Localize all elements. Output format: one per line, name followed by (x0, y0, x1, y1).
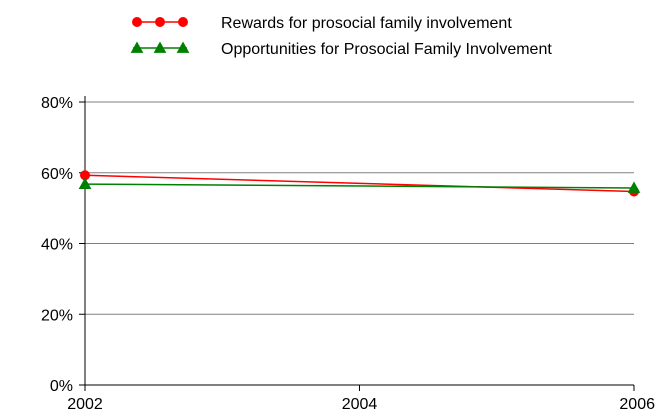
y-tick-label: 40% (41, 237, 73, 254)
legend-marker (156, 18, 165, 27)
y-tick-label: 80% (41, 95, 73, 112)
y-tick-label: 60% (41, 166, 73, 183)
series-group (80, 171, 640, 196)
x-tick-label: 2006 (619, 396, 655, 413)
y-tick-label: 20% (41, 307, 73, 324)
legend-marker (179, 18, 188, 27)
legend-label: Rewards for prosocial family involvement (221, 15, 512, 32)
x-tick-label: 2004 (342, 396, 378, 413)
x-axis-tick-labels: 2002 2004 2006 (67, 396, 655, 413)
series-line (85, 175, 634, 191)
series-2 (80, 179, 640, 193)
series-1 (81, 171, 639, 196)
y-axis-tick-labels: 0% 20% 40% 60% 80% (41, 95, 73, 395)
legend-item: Opportunities for Prosocial Family Invol… (132, 41, 553, 58)
legend: Rewards for prosocial family involvement… (132, 15, 553, 58)
legend-marker (133, 18, 142, 27)
y-tick-label: 0% (50, 378, 73, 395)
series-line (85, 184, 634, 188)
x-tick-label: 2002 (67, 396, 103, 413)
legend-label: Opportunities for Prosocial Family Invol… (221, 41, 552, 58)
gridlines (85, 102, 634, 314)
legend-item: Rewards for prosocial family involvement (133, 15, 513, 32)
